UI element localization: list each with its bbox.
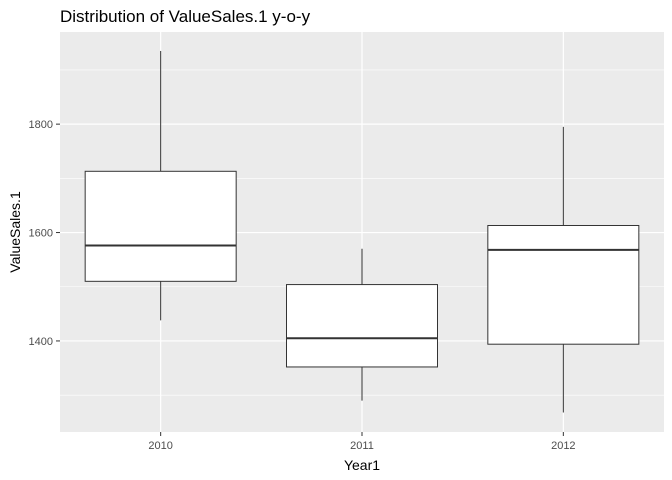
x-tick-label: 2011 bbox=[350, 440, 374, 452]
x-axis-ticks: 2010 2011 2012 bbox=[148, 432, 576, 452]
box-2010 bbox=[84, 50, 237, 321]
box-2012 bbox=[487, 126, 640, 413]
x-axis-title: Year1 bbox=[344, 457, 380, 473]
y-axis-title: ValueSales.1 bbox=[7, 191, 23, 273]
y-tick-label: 1600 bbox=[29, 228, 53, 240]
box-iqr bbox=[84, 170, 237, 282]
y-tick-label: 1400 bbox=[29, 336, 53, 348]
x-tick-label: 2010 bbox=[148, 440, 172, 452]
chart-title: Distribution of ValueSales.1 y-o-y bbox=[60, 7, 311, 26]
box-iqr bbox=[487, 224, 640, 345]
box-series bbox=[84, 50, 640, 413]
box-iqr bbox=[286, 284, 438, 368]
y-axis-ticks: 1400 1600 1800 bbox=[29, 119, 60, 348]
x-tick-label: 2012 bbox=[551, 440, 575, 452]
y-tick-label: 1800 bbox=[29, 119, 53, 131]
box-2011 bbox=[286, 248, 438, 401]
